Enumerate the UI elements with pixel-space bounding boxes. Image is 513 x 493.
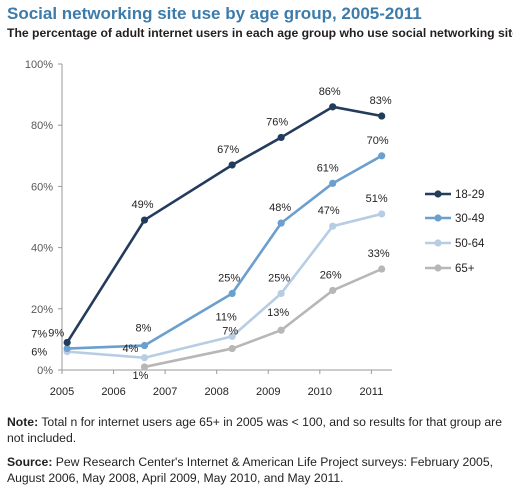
note-label: Note: (7, 415, 39, 429)
data-point-18-29 (228, 161, 236, 169)
data-label-65+: 13% (267, 307, 289, 319)
data-point-50-64 (140, 354, 149, 362)
legend-label-18-29: 18-29 (455, 189, 484, 201)
y-tick-label: 20% (31, 304, 53, 316)
data-point-18-29 (140, 216, 149, 224)
data-point-50-64 (228, 332, 236, 340)
legend-marker-30-49 (434, 214, 442, 222)
data-label-65+: 26% (320, 269, 342, 281)
y-tick-label: 60% (31, 181, 53, 193)
data-point-18-29 (378, 112, 386, 120)
data-point-18-29 (63, 338, 71, 347)
x-tick-label: 2011 (360, 386, 384, 398)
legend-marker-50-64 (434, 239, 442, 247)
data-point-65+ (277, 326, 285, 334)
legend-marker-65+ (434, 264, 442, 272)
legend-label-50-64: 50-64 (455, 238, 485, 250)
source-label: Source: (7, 455, 53, 469)
data-label-30-49: 70% (367, 135, 389, 147)
data-point-30-49 (277, 219, 285, 227)
data-label-18-29: 49% (131, 199, 153, 211)
data-point-50-64 (378, 210, 386, 218)
data-label-30-49: 25% (218, 273, 240, 285)
data-label-65+: 33% (368, 248, 390, 260)
data-point-30-49 (329, 179, 337, 187)
footnote: Note: Total n for internet users age 65+… (7, 414, 507, 446)
y-tick-label: 80% (31, 120, 53, 132)
series-line-30-49 (67, 154, 383, 350)
data-label-50-64: 47% (318, 205, 340, 217)
data-label-65+: 1% (133, 370, 149, 382)
series-line-65+ (144, 267, 383, 369)
data-label-30-49: 48% (269, 202, 291, 214)
data-label-50-64: 11% (216, 311, 237, 323)
legend-marker-18-29 (434, 190, 442, 198)
chart-subtitle: The percentage of adult internet users i… (7, 26, 513, 40)
data-point-50-64 (329, 222, 337, 230)
x-tick-label: 2007 (153, 386, 177, 398)
source-note: Source: Pew Research Center's Internet &… (7, 454, 507, 486)
chart-title: Social networking site use by age group,… (7, 4, 422, 23)
data-label-50-64: 51% (366, 193, 388, 205)
data-label-18-29: 67% (217, 144, 239, 156)
legend-label-65+: 65+ (455, 263, 475, 275)
x-tick-label: 2010 (308, 386, 332, 398)
x-tick-label: 2006 (101, 386, 125, 398)
data-point-30-49 (378, 152, 386, 160)
data-label-30-49: 61% (317, 162, 339, 174)
note-text: Total n for internet users age 65+ in 20… (7, 415, 503, 445)
series-line-18-29 (66, 105, 382, 344)
y-tick-label: 100% (25, 59, 53, 71)
data-point-18-29 (277, 133, 285, 142)
data-label-30-49: 8% (136, 323, 152, 335)
data-point-65+ (378, 265, 386, 273)
data-label-18-29: 86% (319, 86, 341, 98)
data-point-30-49 (63, 344, 71, 353)
y-tick-label: 40% (31, 243, 53, 255)
data-point-65+ (228, 344, 236, 353)
x-tick-label: 2009 (256, 386, 280, 398)
data-point-65+ (140, 363, 149, 371)
data-label-18-29: 83% (370, 95, 392, 107)
data-point-18-29 (329, 103, 337, 111)
data-point-30-49 (140, 341, 149, 350)
series-line-50-64 (67, 212, 383, 360)
x-tick-label: 2008 (204, 386, 228, 398)
legend-label-30-49: 30-49 (455, 213, 484, 225)
data-point-50-64 (277, 289, 285, 298)
data-point-65+ (329, 286, 337, 295)
data-label-50-64: 25% (268, 273, 290, 285)
x-tick-label: 2005 (50, 386, 74, 398)
data-label-65+: 7% (222, 326, 238, 338)
y-tick-label: 0% (37, 365, 53, 377)
data-label-18-29: 9% (48, 327, 64, 339)
data-label-18-29: 76% (266, 116, 288, 128)
data-point-30-49 (228, 289, 236, 298)
data-label-50-64: 4% (123, 343, 139, 355)
data-label-30-49: 7% (31, 329, 47, 341)
data-label-50-64: 6% (31, 347, 47, 359)
line-chart: 0% 20% 40% 60% 80% 100% 2005 2006 2007 2008 2009 20… (25, 59, 485, 398)
source-text: Pew Research Center's Internet & America… (7, 455, 493, 485)
